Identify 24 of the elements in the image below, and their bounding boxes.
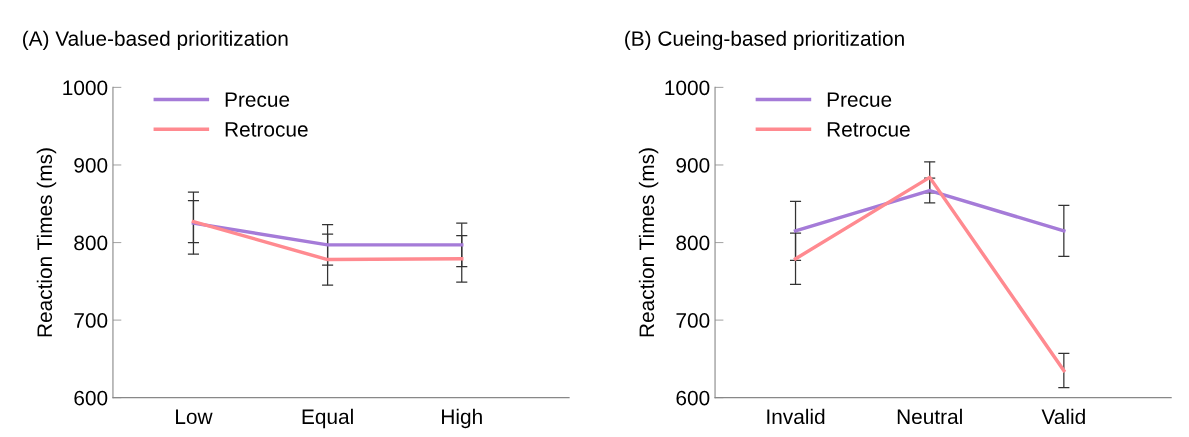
y-axis-title: Reaction Times (ms): [638, 148, 659, 337]
y-axis-title: Reaction Times (ms): [36, 148, 57, 337]
y-tick-label: 900: [676, 157, 710, 173]
x-tick-label: Equal: [302, 408, 353, 429]
y-tick-label: 1000: [665, 80, 710, 96]
legend-label: Precue: [827, 92, 892, 107]
legend-label: Retrocue: [827, 122, 910, 137]
x-tick-label: Low: [176, 409, 213, 425]
y-tick-label: 1000: [63, 80, 108, 96]
chart-title: (B) Cueing-based prioritization: [625, 30, 904, 51]
x-tick-label: Neutral: [897, 408, 962, 425]
chart-title: (A) Value-based prioritization: [23, 30, 288, 51]
y-tick-label: 900: [74, 157, 108, 173]
y-tick-label: 700: [676, 313, 710, 328]
y-tick-label: 800: [676, 235, 710, 251]
y-tick-label: 600: [74, 390, 108, 406]
x-tick-label: Invalid: [767, 408, 825, 425]
y-tick-label: 600: [676, 390, 710, 406]
y-tick-label: 700: [74, 313, 108, 328]
x-tick-label: High: [442, 408, 482, 429]
legend-label: Precue: [225, 92, 290, 107]
x-tick-label: Valid: [1041, 408, 1085, 425]
legend-label: Retrocue: [225, 122, 308, 137]
y-tick-label: 800: [74, 235, 108, 251]
